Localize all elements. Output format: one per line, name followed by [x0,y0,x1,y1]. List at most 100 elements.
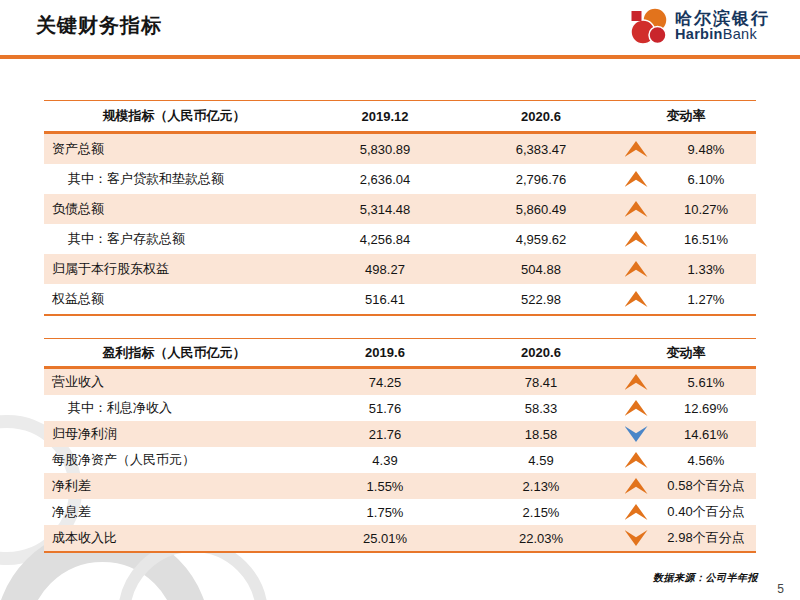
value-period-2: 522.98 [466,292,616,307]
column-header-period-1: 2019.12 [304,109,466,124]
value-period-2: 5,860.49 [466,202,616,217]
row-label: 资产总额 [44,140,304,158]
harbin-bank-logo: 哈尔滨银行 HarbinBank [630,7,770,45]
page-number: 5 [777,582,784,596]
change-value: 12.69% [656,401,756,416]
row-label: 负债总额 [44,200,304,218]
value-period-1: 21.76 [304,427,466,442]
change-value: 1.27% [656,292,756,307]
trend-cell [616,261,656,277]
row-label: 成本收入比 [44,529,304,547]
row-label: 权益总额 [44,290,304,308]
change-value: 5.61% [656,375,756,390]
value-period-2: 6,383.47 [466,142,616,157]
up-arrow-icon [625,231,648,247]
value-period-1: 1.55% [304,479,466,494]
change-value: 14.61% [656,427,756,442]
row-label: 其中：客户贷款和垫款总额 [44,170,304,188]
trend-cell [616,201,656,217]
trend-cell [616,530,656,546]
table-row: 其中：客户贷款和垫款总额2,636.042,796.76 6.10% [44,164,756,194]
value-period-1: 498.27 [304,262,466,277]
value-period-2: 2,796.76 [466,172,616,187]
trend-cell [616,504,656,520]
value-period-2: 2.13% [466,479,616,494]
change-value: 0.40个百分点 [656,503,756,521]
change-value: 10.27% [656,202,756,217]
value-period-2: 58.33 [466,401,616,416]
table-row: 营业收入74.2578.415.61% [44,369,756,395]
table-row: 其中：客户存款总额4,256.844,959.6216.51% [44,224,756,254]
column-header-indicator: 规模指标（人民币亿元） [44,107,304,125]
up-arrow-icon [625,141,648,157]
up-arrow-icon [625,452,648,468]
row-label: 归母净利润 [44,425,304,443]
value-period-1: 5,830.89 [304,142,466,157]
profit-indicators-table: 盈利指标（人民币亿元）2019.62020.6变动率营业收入74.2578.41… [44,338,756,553]
value-period-2: 78.41 [466,375,616,390]
change-value: 4.56% [656,453,756,468]
up-arrow-icon [625,400,648,416]
column-header-period-2: 2020.6 [466,345,616,360]
value-period-2: 4.59 [466,453,616,468]
row-label: 每股净资产（人民币元） [44,451,304,469]
table-header-row: 规模指标（人民币亿元）2019.122020.6变动率 [44,101,756,134]
trend-cell [616,141,656,157]
scale-indicators-table: 规模指标（人民币亿元）2019.122020.6变动率资产总额5,830.896… [44,100,756,316]
column-header-change-rate: 变动率 [616,344,756,362]
value-period-2: 4,959.62 [466,232,616,247]
column-header-period-1: 2019.6 [304,345,466,360]
header-divider [0,55,800,59]
table-row: 负债总额5,314.485,860.4910.27% [44,194,756,224]
up-arrow-icon [625,291,648,307]
change-value: 16.51% [656,232,756,247]
change-value: 2.98个百分点 [656,529,756,547]
value-period-1: 516.41 [304,292,466,307]
table-row: 每股净资产（人民币元）4.394.59 4.56% [44,447,756,473]
trend-cell [616,171,656,187]
value-period-1: 4,256.84 [304,232,466,247]
column-header-period-2: 2020.6 [466,109,616,124]
up-arrow-icon [625,478,648,494]
logo-text: 哈尔滨银行 HarbinBank [675,9,770,44]
page-title: 关键财务指标 [36,12,162,39]
value-period-1: 25.01% [304,531,466,546]
up-arrow-icon [625,171,648,187]
trend-cell [616,231,656,247]
trend-cell [616,400,656,416]
row-label: 其中：利息净收入 [44,399,304,417]
trend-cell [616,478,656,494]
logo-chinese-name: 哈尔滨银行 [675,9,770,28]
column-header-indicator: 盈利指标（人民币亿元） [44,344,304,362]
trend-cell [616,426,656,442]
slide: 关键财务指标 哈尔滨银行 HarbinBank 规模指标（人民币亿元）2019.… [0,0,800,600]
row-label: 净利差 [44,477,304,495]
table-row: 权益总额516.41522.98 1.27% [44,284,756,314]
value-period-1: 51.76 [304,401,466,416]
up-arrow-icon [625,261,648,277]
table-header-row: 盈利指标（人民币亿元）2019.62020.6变动率 [44,339,756,369]
harbin-bank-logo-icon [630,7,668,45]
column-header-change-rate: 变动率 [616,107,756,125]
table-row: 净利差1.55%2.13%0.58个百分点 [44,473,756,499]
change-value: 1.33% [656,262,756,277]
value-period-1: 2,636.04 [304,172,466,187]
data-source-note: 数据来源：公司半年报 [653,571,758,585]
down-arrow-icon [625,530,648,546]
table-row: 其中：利息净收入51.7658.33 12.69% [44,395,756,421]
value-period-1: 4.39 [304,453,466,468]
table-row: 净息差1.75%2.15%0.40个百分点 [44,499,756,525]
value-period-2: 504.88 [466,262,616,277]
table-row: 资产总额5,830.896,383.47 9.48% [44,134,756,164]
table-row: 归母净利润21.7618.5814.61% [44,421,756,447]
trend-cell [616,374,656,390]
value-period-1: 1.75% [304,505,466,520]
up-arrow-icon [625,504,648,520]
logo-english-name: HarbinBank [675,27,770,43]
row-label: 营业收入 [44,373,304,391]
value-period-2: 2.15% [466,505,616,520]
change-value: 9.48% [656,142,756,157]
table-row: 归属于本行股东权益498.27504.881.33% [44,254,756,284]
change-value: 6.10% [656,172,756,187]
value-period-2: 22.03% [466,531,616,546]
